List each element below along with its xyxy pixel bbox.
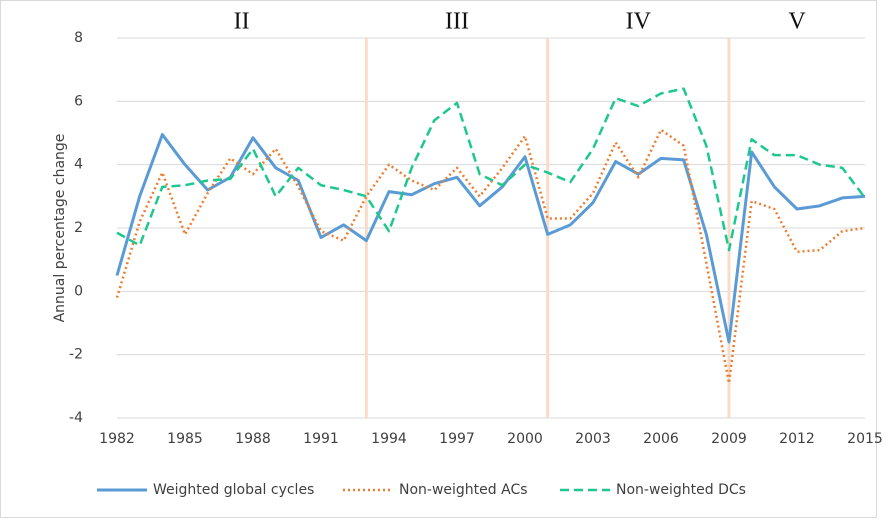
x-tick-label: 1997	[439, 431, 475, 447]
x-tick-label: 2012	[779, 431, 815, 447]
y-tick-label: 0	[74, 283, 83, 299]
x-tick-label: 2000	[507, 431, 543, 447]
x-tick-label: 2006	[643, 431, 679, 447]
legend-label: Weighted global cycles	[153, 482, 314, 498]
series-line	[116, 87, 866, 252]
series-line	[115, 133, 866, 344]
x-tick-label: 2015	[847, 431, 883, 447]
y-tick-label: 6	[74, 93, 83, 109]
period-label: IV	[626, 9, 652, 35]
series-line	[115, 128, 866, 385]
x-tick-label: 1982	[99, 431, 135, 447]
period-label: II	[234, 9, 250, 35]
x-tick-label: 1994	[371, 431, 407, 447]
period-label: V	[788, 9, 806, 35]
y-tick-label: 2	[74, 220, 83, 236]
y-tick-label: 8	[74, 30, 83, 46]
x-tick-label: 1985	[167, 431, 203, 447]
x-tick-label: 2009	[711, 431, 747, 447]
legend-label: Non-weighted ACs	[399, 482, 528, 498]
x-tick-label: 2003	[575, 431, 611, 447]
legend-label: Non-weighted DCs	[616, 482, 746, 498]
y-axis-label: Annual percentage change	[52, 134, 68, 323]
y-tick-label: -4	[69, 410, 83, 426]
x-tick-label: 1988	[235, 431, 271, 447]
period-label: III	[445, 9, 469, 35]
y-tick-label: 4	[74, 157, 83, 173]
x-tick-label: 1991	[303, 431, 339, 447]
y-tick-label: -2	[69, 347, 83, 363]
